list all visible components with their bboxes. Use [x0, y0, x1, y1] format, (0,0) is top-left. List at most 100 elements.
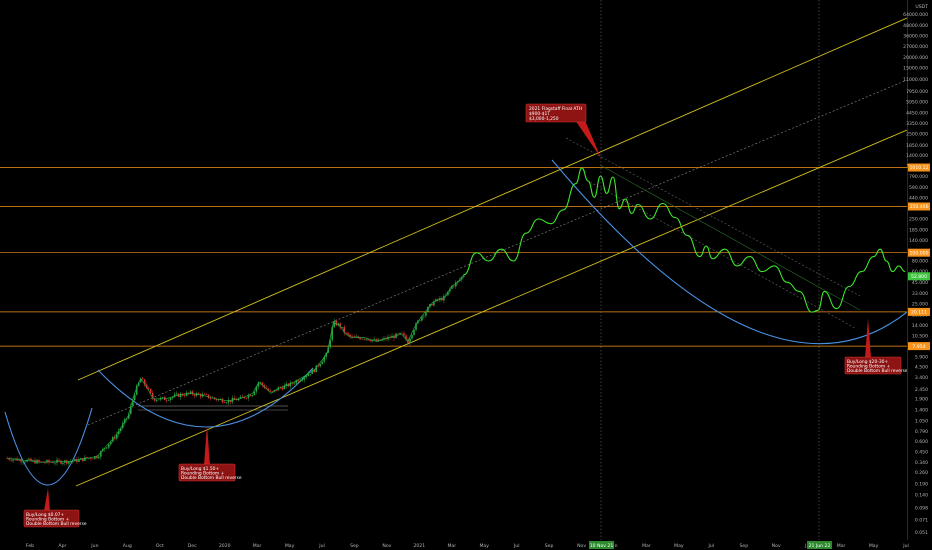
candle-body: [197, 393, 200, 395]
y-tick-label: 2500.000: [906, 132, 928, 138]
annotation-buy-1-line-3: Double Bottom Bull reverse: [26, 521, 87, 527]
projected-price-path: [463, 167, 906, 313]
candle-body: [241, 396, 244, 398]
x-tick-label: Sep: [545, 543, 554, 549]
x-tick-label: Nov: [577, 543, 586, 549]
date-badge-2: 21 Jun 22: [807, 541, 832, 549]
annotation-buy-1: Buy/Long $0.07+ Rounding Bottom + Double…: [23, 509, 87, 528]
level-badge: 52.800: [908, 272, 930, 281]
candle-body: [193, 394, 196, 396]
candle-body: [343, 327, 345, 333]
candle-body: [353, 336, 355, 338]
date-badge-1-box: [589, 541, 614, 549]
pointer-buy-1: [44, 488, 50, 511]
y-tick-label: 0.600: [915, 439, 928, 445]
candle-body: [347, 333, 349, 335]
candle-body: [92, 458, 94, 460]
candle-body: [327, 347, 329, 353]
y-tick-label: 140.000: [909, 238, 928, 244]
x-tick-label: May: [869, 543, 879, 549]
plot-area: 2021 Flagstaff Final ATH $900-$1T $3,000…: [0, 0, 907, 540]
candle-body: [171, 396, 174, 398]
y-tick-label: 15000.000: [903, 66, 928, 72]
annotation-buy-2-line-1: Buy/Long $1.50+: [181, 466, 219, 472]
candle-body: [329, 339, 331, 348]
candle-body: [277, 387, 280, 391]
pointer-buy-3: [865, 318, 871, 358]
flag-mid-line: [599, 164, 861, 311]
candle-body: [90, 458, 92, 459]
candle-body: [447, 291, 449, 296]
annotation-buy-3: Buy/Long $20-30+ Rounding Bottom + Doubl…: [844, 356, 907, 375]
y-tick-label: 36000.000: [903, 33, 928, 39]
candle-body: [409, 338, 411, 344]
candle-body: [247, 395, 250, 399]
candle-body: [179, 393, 182, 397]
y-tick-label: 45.000: [912, 280, 928, 286]
level-badge-label: 100.000: [910, 250, 929, 256]
candle-body: [441, 298, 443, 301]
candle-body: [56, 459, 58, 463]
candle-body: [46, 460, 48, 463]
candle-body: [319, 364, 321, 367]
y-tick-label: 0.140: [915, 493, 928, 499]
level-badge-label: 350.466: [910, 204, 929, 210]
level-badge-box: [908, 342, 930, 351]
candle-body: [229, 400, 232, 402]
x-tick-label: Jul: [708, 543, 715, 549]
candle-body: [169, 398, 172, 400]
candle-body: [30, 458, 32, 461]
candle-body: [161, 397, 164, 398]
candle-body: [12, 459, 14, 461]
candle-body: [100, 451, 102, 457]
candle-body: [191, 391, 194, 395]
candle-body: [74, 459, 76, 462]
y-tick-label: 2.450: [915, 387, 928, 393]
candle-body: [233, 397, 236, 400]
candle-body: [367, 338, 369, 341]
candle-body: [225, 402, 228, 404]
candle-body: [70, 461, 72, 462]
candle-body: [257, 382, 260, 387]
candle-body: [20, 459, 22, 462]
candle-body: [271, 391, 274, 392]
candle-body: [104, 448, 106, 450]
candle-body: [433, 301, 435, 306]
y-tick-label: 1.900: [915, 396, 928, 402]
x-tick-label: Oct: [156, 543, 164, 549]
candle-body: [44, 462, 46, 463]
candle-body: [205, 394, 208, 395]
y-tick-label: 10.500: [912, 333, 928, 339]
level-badge-box: [908, 272, 930, 281]
candle-body: [143, 379, 146, 385]
candle-body: [24, 461, 26, 463]
x-tick-label: Jul: [318, 543, 325, 549]
candle-body: [425, 311, 427, 316]
candle-body: [363, 338, 365, 340]
candle-body: [339, 323, 341, 328]
candle-body: [377, 339, 379, 342]
level-badge: 7.954: [908, 342, 930, 351]
y-tick-label: 0.340: [915, 460, 928, 466]
candle-body: [345, 332, 347, 334]
candle-body: [393, 335, 395, 339]
x-tick-label: Mar: [447, 543, 456, 549]
annotation-pointers: [44, 118, 871, 511]
candle-body: [54, 462, 56, 464]
y-tick-label: 185.000: [909, 228, 928, 234]
annotation-ath: 2021 Flagstaff Final ATH $900-$1T $3,000…: [525, 103, 587, 123]
candle-body: [309, 374, 312, 375]
candle-body: [317, 365, 319, 367]
candle-body: [118, 431, 120, 435]
candle-body: [84, 457, 86, 461]
candle-body: [108, 444, 110, 448]
candle-body: [365, 338, 367, 340]
candle-body: [155, 400, 158, 401]
candle-body: [203, 394, 206, 395]
y-tick-label: 1400.000: [906, 153, 928, 159]
x-tick-label: Jun: [90, 543, 98, 549]
candle-body: [415, 323, 417, 330]
y-tick-label: 5.900: [915, 355, 928, 361]
candle-body: [209, 398, 212, 399]
